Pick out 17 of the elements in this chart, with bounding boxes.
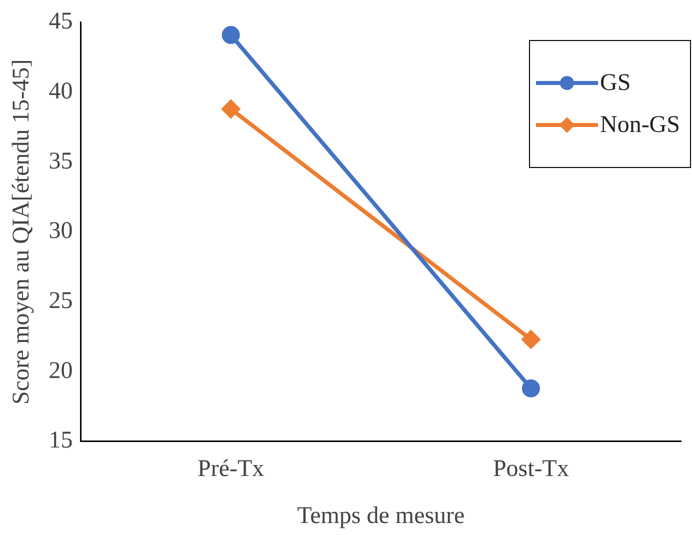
point bbox=[522, 379, 540, 398]
y-tick-label: 25 bbox=[48, 288, 73, 314]
x-tick-label: Pré-Tx bbox=[198, 456, 264, 482]
x-tick-label: Post-Tx bbox=[492, 456, 569, 482]
point bbox=[222, 100, 240, 118]
legend-label: GS bbox=[600, 70, 631, 96]
y-tick-label: 45 bbox=[48, 8, 73, 35]
point bbox=[522, 330, 540, 348]
y-axis-title: Score moyen au QIA[étendu 15-45] bbox=[8, 59, 35, 405]
y-tick-label: 30 bbox=[48, 218, 73, 244]
y-tick-label: 20 bbox=[48, 358, 73, 384]
y-tick-label: 40 bbox=[48, 78, 73, 105]
y-tick-label: 35 bbox=[48, 148, 73, 174]
point bbox=[222, 26, 240, 44]
y-tick-label: 15 bbox=[48, 428, 73, 454]
x-axis-title: Temps de mesure bbox=[297, 502, 465, 529]
legend-label: Non-GS bbox=[600, 112, 680, 138]
